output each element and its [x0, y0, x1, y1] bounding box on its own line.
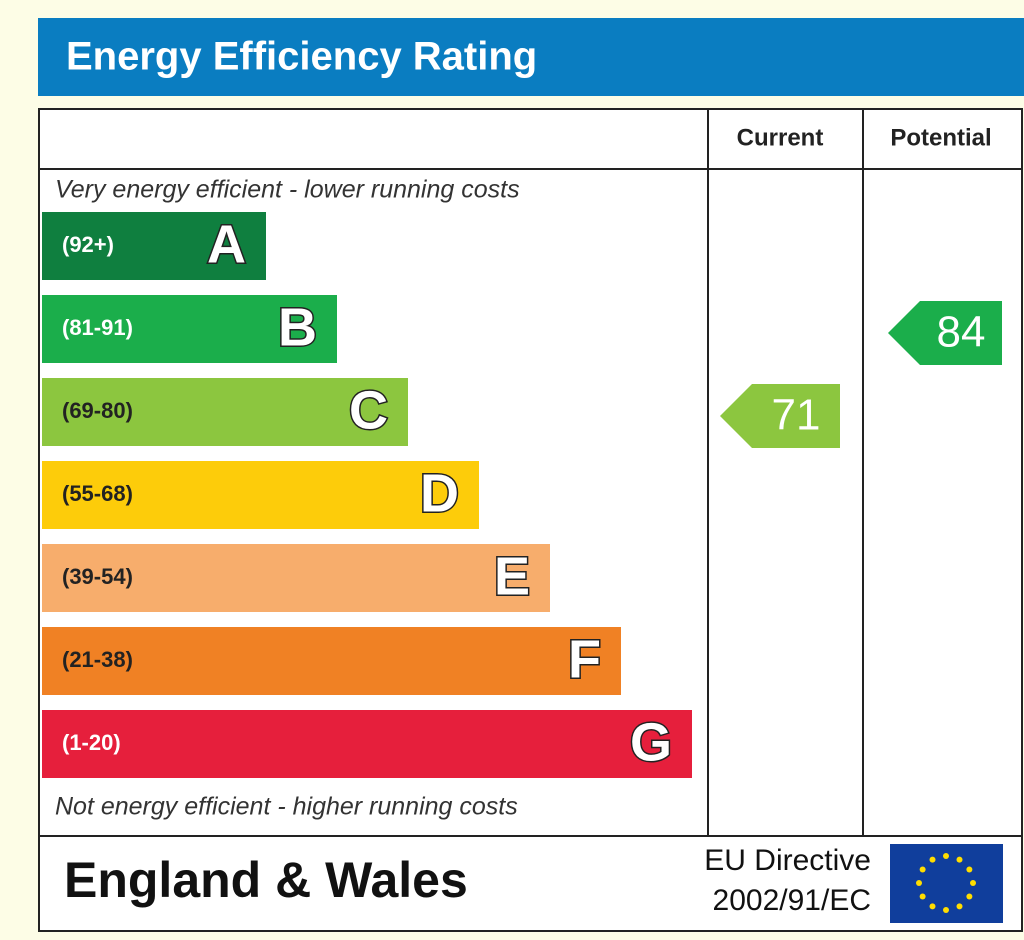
band-bar — [42, 544, 550, 612]
rating-arrow — [720, 384, 840, 448]
band-range: (39-54) — [62, 564, 133, 589]
rating-value: 71 — [772, 391, 821, 440]
star — [919, 893, 926, 900]
band-bar — [42, 710, 692, 778]
star — [970, 880, 976, 886]
band-bar — [42, 627, 621, 695]
band-bar — [42, 295, 337, 363]
band-range: (92+) — [62, 232, 114, 257]
eu-stars — [916, 853, 976, 913]
star — [956, 903, 963, 910]
band-range: (81-91) — [62, 315, 133, 340]
band-bar — [42, 378, 408, 446]
band-letter: F — [568, 629, 601, 689]
band-letter: C — [349, 380, 388, 440]
title-bar — [38, 18, 1024, 96]
star — [956, 856, 963, 863]
band-letter: B — [278, 297, 317, 357]
column-header: Potential — [890, 124, 991, 151]
star — [966, 866, 973, 873]
band-bar — [42, 212, 266, 280]
band-bar — [42, 461, 479, 529]
star — [919, 866, 926, 873]
band-letter: A — [207, 214, 246, 274]
bottom-note: Not energy efficient - higher running co… — [55, 793, 518, 821]
band-letter: D — [420, 463, 459, 523]
star — [916, 880, 922, 886]
star — [943, 907, 949, 913]
band-range: (21-38) — [62, 647, 133, 672]
rating-value: 84 — [937, 308, 986, 357]
band-range: (1-20) — [62, 730, 121, 755]
band-range: (69-80) — [62, 398, 133, 423]
star — [929, 856, 936, 863]
directive: EU Directive — [704, 844, 871, 877]
rating-arrow — [888, 301, 1002, 365]
star — [943, 853, 949, 859]
top-note: Very energy efficient - lower running co… — [55, 176, 520, 204]
band-letter: E — [494, 546, 530, 606]
star — [966, 893, 973, 900]
title: Energy Efficiency Rating — [66, 35, 537, 79]
directive: 2002/91/EC — [713, 884, 871, 917]
column-header: Current — [737, 124, 824, 151]
band-range: (55-68) — [62, 481, 133, 506]
region: England & Wales — [64, 852, 468, 908]
band-letter: G — [630, 712, 672, 772]
star — [929, 903, 936, 910]
